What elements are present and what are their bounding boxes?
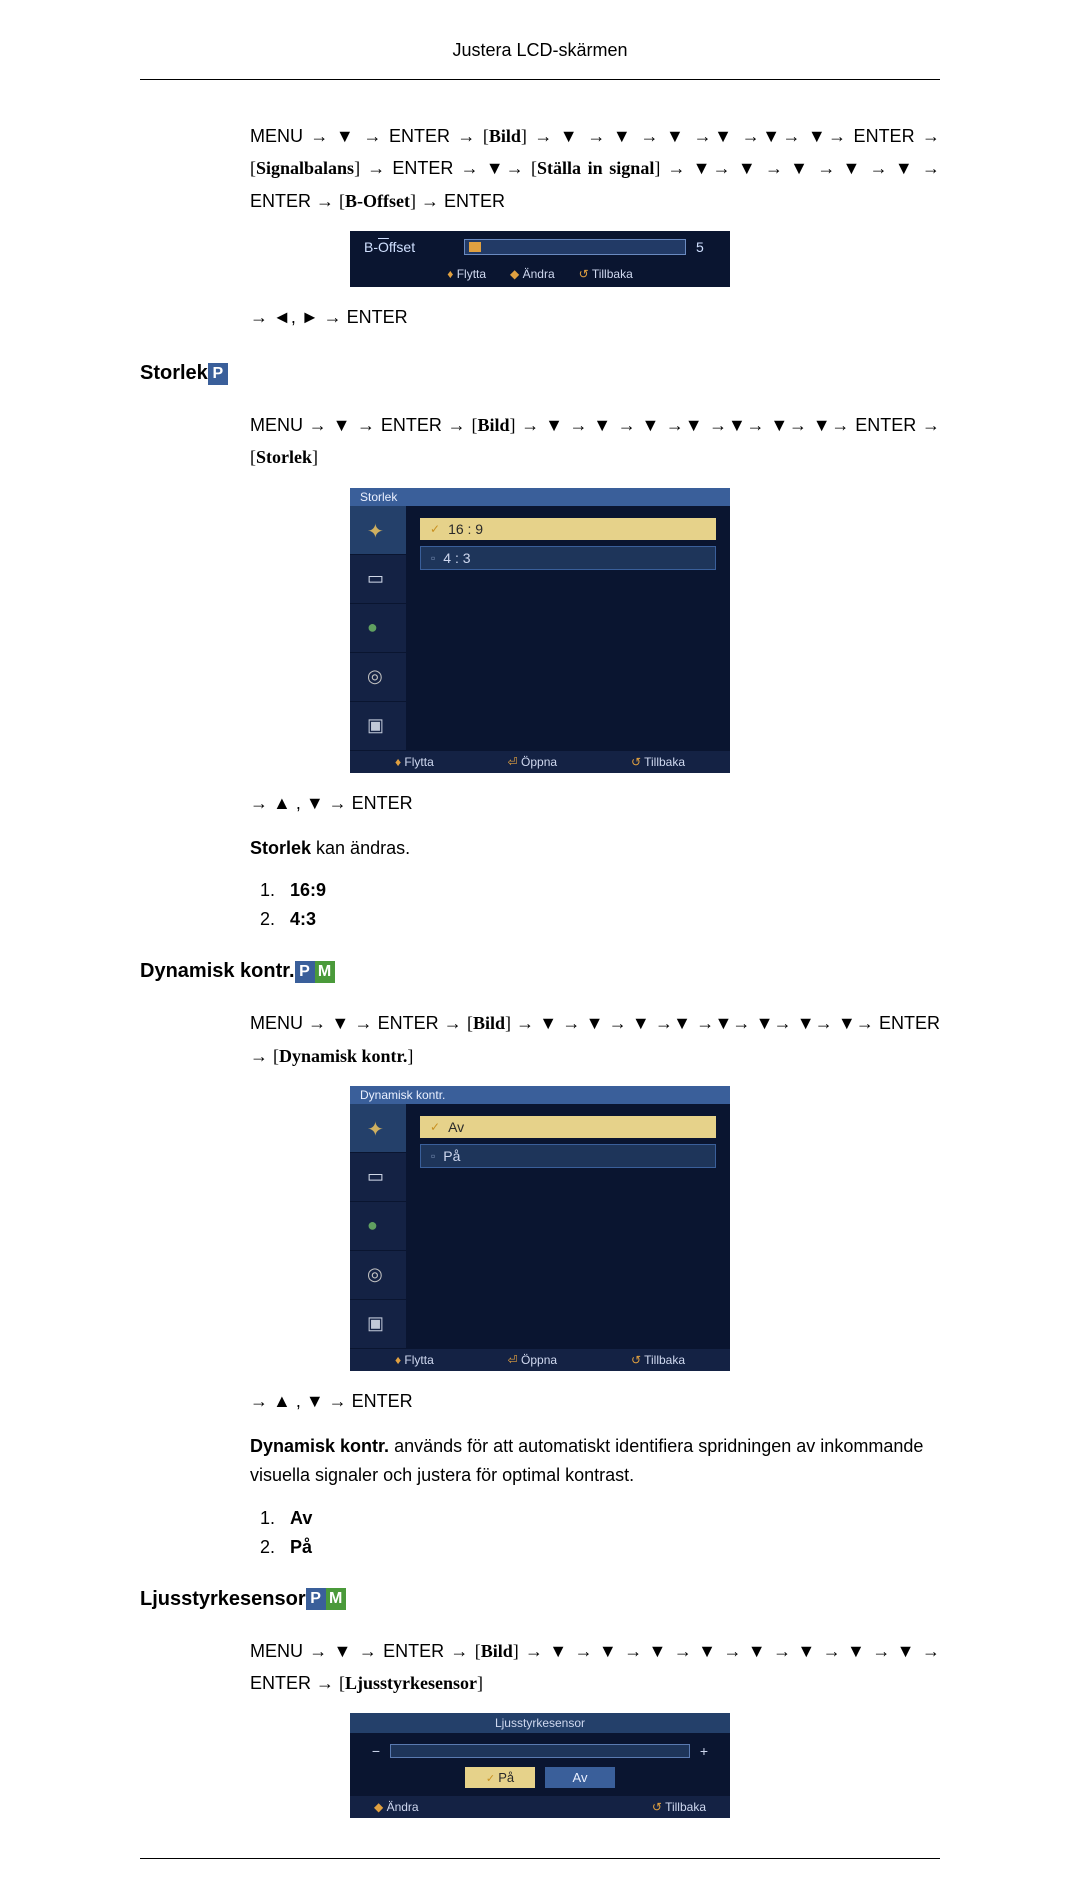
nav-path-ljus: MENU → ▼ → ENTER → [Bild] → ▼ → ▼ → ▼ → …: [250, 1635, 940, 1700]
option-pa: ▫På: [420, 1144, 716, 1168]
gear-icon: ◎: [367, 666, 389, 688]
osd-boffset: B-Offset 5 ♦ Flytta ◆ Ändra ↺ Tillbaka: [350, 231, 730, 287]
p-icon: P: [306, 1588, 326, 1610]
osd-ljus: Ljusstyrkesensor − + På Av ◆ Ändra ↺ Til…: [350, 1713, 730, 1818]
minus-icon: −: [370, 1743, 382, 1759]
nav-suffix-1: → ◄, ► → ENTER: [250, 303, 940, 332]
footer-rule: [140, 1858, 940, 1859]
dyn-list: Av På: [250, 1508, 940, 1558]
icon-column: ✦ ▭ ● ◎ ▣: [350, 1104, 406, 1349]
osd-title: Dynamisk kontr.: [350, 1086, 730, 1104]
dot-icon: ●: [367, 1215, 389, 1237]
osd-value: 5: [696, 239, 716, 255]
p-icon: P: [208, 363, 228, 385]
dyn-desc: Dynamisk kontr. används för att automati…: [250, 1432, 940, 1490]
gear-icon: ◎: [367, 1264, 389, 1286]
osd-title: Ljusstyrkesensor: [350, 1713, 730, 1733]
nav-path-dyn: MENU → ▼ → ENTER → [Bild] → ▼ → ▼ → ▼ →▼…: [250, 1007, 940, 1072]
osd-title: Storlek: [350, 488, 730, 506]
osd-dynamisk: Dynamisk kontr. ✦ ▭ ● ◎ ▣ ✓Av ▫På ♦: [350, 1086, 730, 1371]
option-4-3: ▫4 : 3: [420, 546, 716, 570]
m-icon: M: [315, 961, 335, 983]
toggle-on: På: [465, 1767, 535, 1788]
picture-icon: ✦: [367, 519, 389, 541]
osd-slider: [464, 239, 686, 255]
dot-icon: ●: [367, 617, 389, 639]
nav-path-boffset: MENU → ▼ → ENTER → [Bild] → ▼ → ▼ → ▼ →▼…: [250, 120, 940, 217]
osd-storlek: Storlek ✦ ▭ ● ◎ ▣ ✓16 : 9 ▫4 : 3 ♦: [350, 488, 730, 773]
screen-icon: ▭: [367, 568, 389, 590]
nav-suffix-2: → ▲ , ▼ → ENTER: [250, 789, 940, 818]
picture-icon: ✦: [367, 1117, 389, 1139]
input-icon: ▣: [367, 1313, 389, 1335]
nav-suffix-3: → ▲ , ▼ → ENTER: [250, 1387, 940, 1416]
toggle-off: Av: [545, 1767, 615, 1788]
section-storlek: StorlekP: [140, 362, 940, 385]
storlek-list: 16:9 4:3: [250, 880, 940, 930]
option-av: ✓Av: [420, 1116, 716, 1138]
section-ljus: LjusstyrkesensorPM: [140, 1588, 940, 1611]
page-header: Justera LCD-skärmen: [140, 40, 940, 80]
storlek-desc: Storlek kan ändras.: [250, 834, 940, 863]
section-dynamisk: Dynamisk kontr.PM: [140, 960, 940, 983]
icon-column: ✦ ▭ ● ◎ ▣: [350, 506, 406, 751]
option-16-9: ✓16 : 9: [420, 518, 716, 540]
plus-icon: +: [698, 1743, 710, 1759]
p-icon: P: [295, 961, 315, 983]
nav-path-storlek: MENU → ▼ → ENTER → [Bild] → ▼ → ▼ → ▼ →▼…: [250, 409, 940, 474]
screen-icon: ▭: [367, 1166, 389, 1188]
input-icon: ▣: [367, 715, 389, 737]
m-icon: M: [326, 1588, 346, 1610]
slider-track: [390, 1744, 690, 1758]
osd-label: B-Offset: [364, 239, 464, 255]
